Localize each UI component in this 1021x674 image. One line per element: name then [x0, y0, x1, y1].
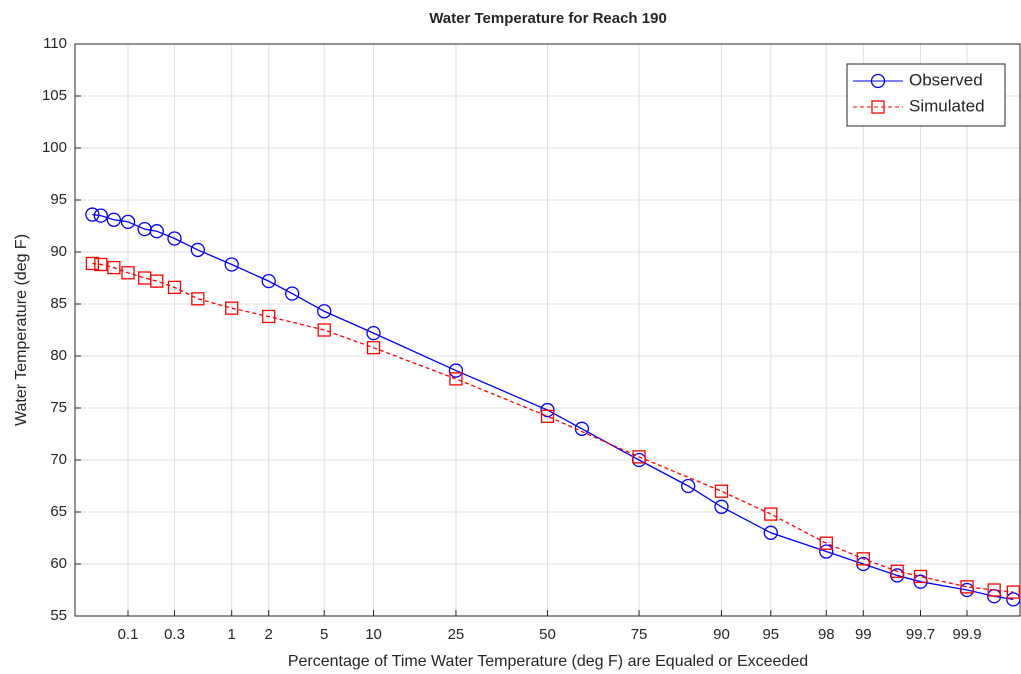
- y-tick-label: 85: [50, 295, 67, 312]
- x-tick-label: 99.9: [952, 626, 981, 643]
- marker: [150, 274, 164, 288]
- x-tick-label: 99.7: [906, 626, 935, 643]
- x-tick-label: 0.1: [118, 626, 139, 643]
- marker: [317, 304, 332, 319]
- legend: Observed Simulated: [846, 63, 1006, 127]
- marker: [366, 341, 381, 355]
- x-tick-label: 90: [713, 626, 730, 643]
- marker: [317, 323, 331, 337]
- plot-frame: [74, 43, 1021, 617]
- x-tick-label: 75: [631, 626, 648, 643]
- marker: [890, 564, 904, 578]
- marker: [449, 372, 463, 386]
- marker: [987, 583, 1001, 597]
- marker: [191, 292, 205, 306]
- y-tick-label: 95: [50, 191, 67, 208]
- chart-title: Water Temperature for Reach 190: [429, 10, 667, 27]
- legend-label: Simulated: [909, 96, 985, 115]
- series-line: [92, 213, 1014, 601]
- marker: [764, 507, 778, 521]
- marker: [448, 363, 464, 378]
- y-tick-label: 100: [42, 139, 67, 156]
- marker: [1006, 592, 1021, 607]
- marker: [870, 73, 886, 89]
- marker: [261, 273, 276, 289]
- marker: [819, 536, 833, 550]
- marker: [819, 544, 834, 559]
- y-tick-label: 75: [50, 399, 67, 416]
- x-tick-label: 50: [539, 626, 556, 643]
- x-axis-label: Percentage of Time Water Temperature (de…: [288, 653, 808, 670]
- marker: [285, 286, 300, 301]
- marker: [85, 256, 100, 271]
- legend-box: [846, 63, 1006, 127]
- marker: [93, 208, 108, 223]
- series-line: [92, 262, 1014, 593]
- marker: [94, 257, 108, 272]
- marker: [107, 260, 121, 275]
- x-tick-label: 0.3: [164, 626, 185, 643]
- marker: [913, 569, 928, 584]
- marker: [763, 525, 778, 540]
- marker: [224, 257, 239, 272]
- y-tick-label: 105: [42, 87, 67, 104]
- y-tick-label: 60: [50, 555, 67, 572]
- x-tick-label: 10: [365, 626, 382, 643]
- marker: [121, 266, 135, 280]
- marker: [540, 409, 555, 423]
- marker: [681, 478, 696, 494]
- marker: [960, 580, 974, 594]
- marker: [85, 207, 100, 222]
- marker: [167, 280, 182, 295]
- marker: [366, 325, 381, 341]
- x-tick-label: 2: [265, 626, 273, 643]
- marker: [856, 552, 870, 566]
- y-axis-label: Water Temperature (deg F): [13, 234, 30, 426]
- marker: [714, 499, 729, 514]
- x-tick-label: 1: [228, 626, 236, 643]
- y-tick-label: 70: [50, 451, 67, 468]
- x-tick-label: 99: [855, 626, 872, 643]
- marker: [714, 484, 729, 498]
- marker: [225, 301, 239, 315]
- marker: [1006, 585, 1020, 599]
- x-tick-label: 5: [320, 626, 328, 643]
- marker: [190, 242, 205, 258]
- y-tick-label: 110: [43, 35, 67, 52]
- marker: [632, 450, 646, 464]
- marker: [871, 100, 885, 114]
- x-tick-label: 25: [448, 626, 465, 643]
- legend-label: Observed: [909, 70, 983, 89]
- y-tick-label: 65: [50, 503, 67, 520]
- marker: [167, 231, 182, 246]
- y-tick-label: 55: [50, 607, 67, 624]
- marker: [149, 224, 164, 239]
- x-tick-label: 98: [818, 626, 835, 643]
- y-tick-label: 80: [50, 347, 67, 364]
- marker: [106, 212, 121, 227]
- x-tick-label: 95: [762, 626, 779, 643]
- marker: [262, 309, 276, 324]
- y-tick-label: 90: [50, 243, 67, 260]
- marker: [120, 214, 136, 229]
